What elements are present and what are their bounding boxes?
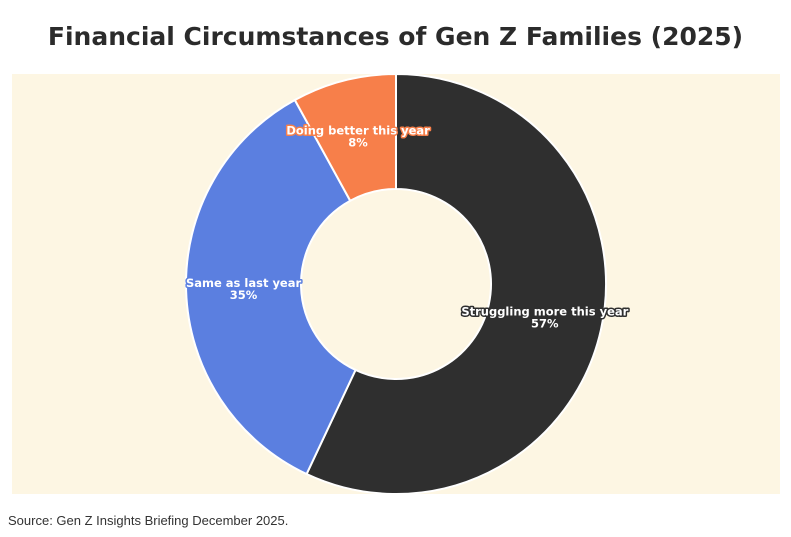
- chart-title: Financial Circumstances of Gen Z Familie…: [47, 22, 744, 51]
- slice-label: Same as last year: [186, 276, 302, 290]
- slice-label: Struggling more this year: [461, 304, 628, 318]
- slice-value: 8%: [348, 135, 368, 149]
- slice-value: 35%: [230, 288, 258, 302]
- slice-1: [185, 98, 357, 476]
- slice-0: [305, 72, 607, 495]
- slice-label: Doing better this year: [286, 123, 430, 137]
- slice-2: [293, 72, 397, 203]
- source-note: Source: Gen Z Insights Briefing December…: [8, 513, 289, 528]
- slice-value: 57%: [531, 316, 559, 330]
